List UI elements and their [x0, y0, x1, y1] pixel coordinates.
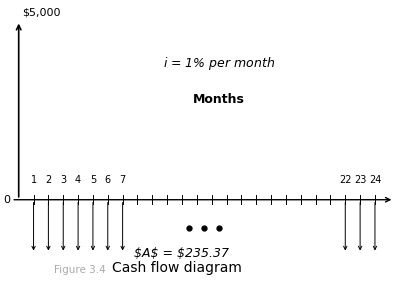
Text: $A$ = $235.37: $A$ = $235.37	[134, 247, 230, 260]
Text: 5: 5	[90, 176, 96, 185]
Text: 23: 23	[354, 176, 366, 185]
Text: 7: 7	[120, 176, 126, 185]
Text: 2: 2	[45, 176, 52, 185]
Text: $i$ = 1% per month: $i$ = 1% per month	[163, 55, 275, 72]
Text: 3: 3	[60, 176, 66, 185]
Text: 0: 0	[4, 195, 10, 205]
Text: Months: Months	[193, 93, 245, 106]
Text: Cash flow diagram: Cash flow diagram	[112, 262, 242, 275]
Text: 24: 24	[369, 176, 381, 185]
Text: 6: 6	[105, 176, 111, 185]
Text: 1: 1	[30, 176, 37, 185]
Text: 22: 22	[339, 176, 352, 185]
Text: Figure 3.4: Figure 3.4	[54, 266, 112, 275]
Text: $5,000: $5,000	[22, 7, 60, 17]
Text: 4: 4	[75, 176, 81, 185]
